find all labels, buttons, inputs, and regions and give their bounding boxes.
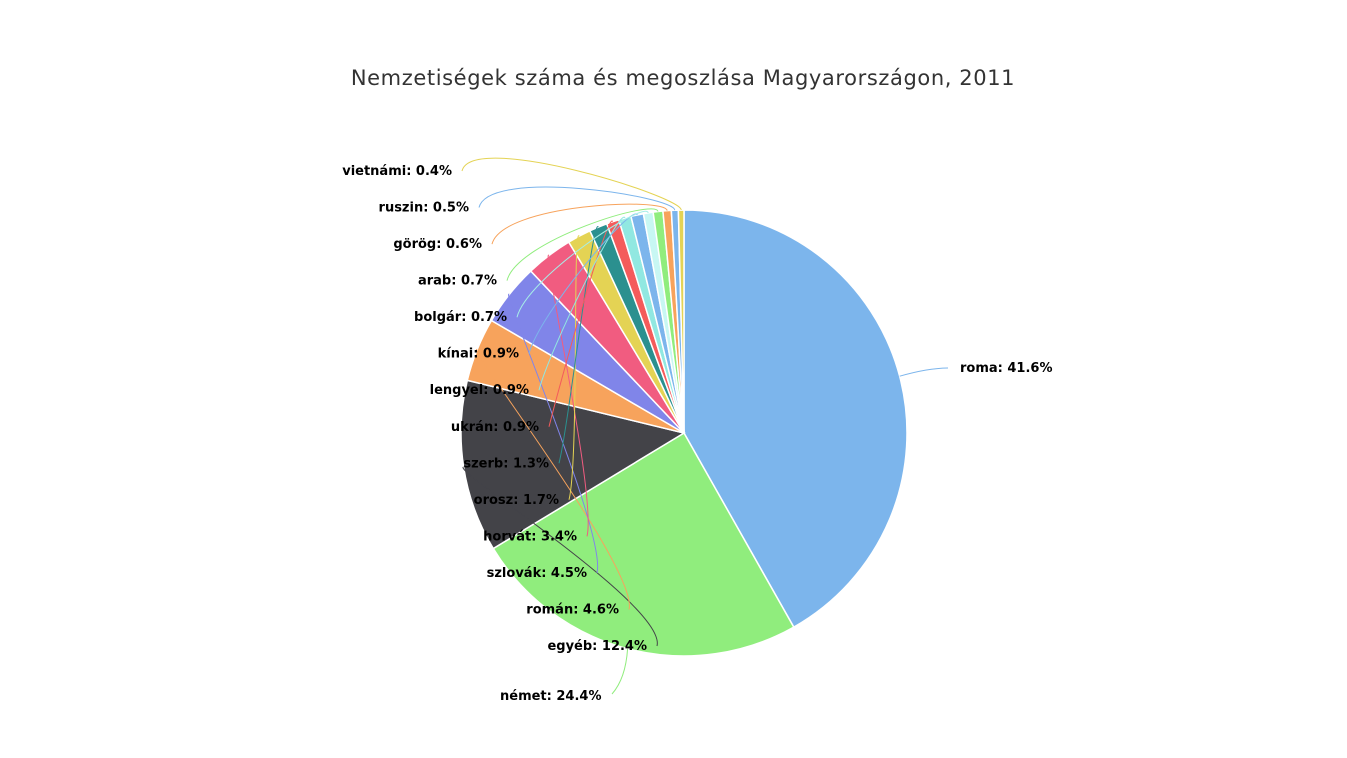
slice-label-vietnámi: vietnámi: 0.4% (342, 164, 452, 179)
slice-label-roma: roma: 41.6% (960, 361, 1053, 376)
pie-slice-roma (683, 209, 908, 629)
pie-slices (460, 209, 908, 657)
connector-vietnámi (461, 157, 682, 211)
slice-label-szlovák: szlovák: 4.5% (487, 566, 587, 581)
connector-görög (491, 203, 668, 245)
slice-label-orosz: orosz: 1.7% (474, 493, 559, 508)
slice-label-román: román: 4.6% (526, 603, 619, 618)
connector-egyéb (462, 466, 658, 647)
connector-német (611, 648, 629, 695)
slice-label-görög: görög: 0.6% (393, 237, 482, 252)
connector-szerb (558, 226, 599, 464)
connector-román (476, 348, 630, 610)
connector-szlovák (508, 293, 599, 574)
connector-ruszin (478, 186, 676, 211)
slice-label-egyéb: egyéb: 12.4% (547, 639, 647, 654)
slice-label-német: német: 24.4% (500, 689, 601, 704)
label-connectors (461, 157, 949, 695)
connector-bolgár (516, 210, 649, 318)
slice-label-ukrán: ukrán: 0.9% (451, 420, 539, 435)
connector-horvát (547, 254, 589, 537)
connector-arab (506, 208, 659, 281)
slice-label-ruszin: ruszin: 0.5% (379, 201, 469, 216)
chart-title: Nemzetiségek száma és megoszlása Magyaro… (351, 66, 1015, 90)
slice-label-horvát: horvát: 3.4% (483, 529, 577, 544)
pie-slice-vietnámi (677, 209, 685, 434)
slice-label-lengyel: lengyel: 0.9% (430, 383, 529, 398)
connector-orosz (568, 235, 580, 500)
slice-labels: roma: 41.6% német: 24.4% egyéb: 12.4% román… (342, 164, 1052, 704)
slice-label-kínai: kínai: 0.9% (438, 347, 519, 362)
slice-label-szerb: szerb: 1.3% (463, 456, 549, 471)
slice-label-bolgár: bolgár: 0.7% (414, 310, 507, 325)
slice-label-arab: arab: 0.7% (418, 274, 497, 289)
connector-lengyel (538, 216, 626, 391)
connector-ukrán (548, 220, 614, 427)
connector-roma (899, 367, 949, 377)
